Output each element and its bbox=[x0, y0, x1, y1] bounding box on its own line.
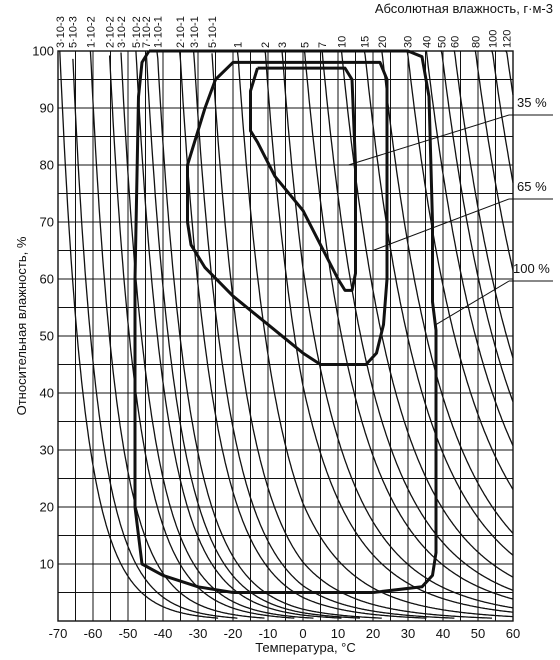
y-tick-label: 20 bbox=[40, 500, 54, 515]
top-tick-label: 100 bbox=[487, 30, 499, 48]
y-tick-label: 60 bbox=[40, 272, 54, 287]
top-tick-label: 2·10-1 bbox=[175, 16, 187, 48]
top-tick-label: 1 bbox=[233, 42, 245, 48]
top-tick-labels: 3·10-3 5·10-3 1·10-2 2·10-2 3·10-2 5·10-27·10… bbox=[55, 16, 514, 48]
absolute-humidity-curve bbox=[108, 55, 295, 619]
absolute-humidity-curve bbox=[491, 50, 514, 183]
annotation-leader bbox=[435, 280, 510, 326]
top-tick-label: 2 bbox=[260, 42, 272, 48]
top-tick-label: 7·10-2 bbox=[141, 16, 153, 48]
x-tick-label: -10 bbox=[259, 626, 278, 641]
region-annotation-label: 65 % bbox=[517, 179, 547, 194]
absolute-humidity-curve bbox=[59, 50, 219, 619]
absolute-humidity-curve bbox=[281, 50, 514, 609]
x-tick-label: 30 bbox=[401, 626, 415, 641]
x-tick-label: 60 bbox=[506, 626, 520, 641]
top-tick-label: 3 bbox=[277, 42, 289, 48]
top-tick-label: 3·10-2 bbox=[116, 16, 128, 48]
annotations: 35 % 65 % 100 % bbox=[513, 95, 550, 276]
absolute-humidity-curve bbox=[453, 50, 514, 359]
x-tick-labels: -70 -60 -50 -40 -30 -20 -10 0 10 20 30 40 50 60 bbox=[49, 626, 521, 641]
absolute-humidity-curves bbox=[59, 50, 514, 619]
absolute-humidity-curve bbox=[145, 54, 360, 619]
y-tick-labels: 10 20 30 40 50 60 70 80 90 100 bbox=[32, 44, 54, 572]
annotation-leaders bbox=[348, 114, 553, 326]
top-tick-label: 2·10-2 bbox=[104, 16, 116, 48]
top-tick-label: 5 bbox=[300, 42, 312, 48]
top-tick-label: 3·10-3 bbox=[55, 16, 67, 48]
top-tick-label: 10 bbox=[337, 36, 349, 48]
y-tick-label: 100 bbox=[32, 44, 54, 59]
y-tick-label: 50 bbox=[40, 329, 54, 344]
x-tick-label: 40 bbox=[436, 626, 450, 641]
top-tick-label: 15 bbox=[360, 36, 372, 48]
top-tick-label: 50 bbox=[437, 36, 449, 48]
region-annotation-label: 35 % bbox=[517, 95, 547, 110]
region-annotation-label: 100 % bbox=[513, 261, 550, 276]
region-boundary bbox=[249, 66, 357, 292]
x-tick-label: 0 bbox=[299, 626, 306, 641]
x-tick-label: 50 bbox=[471, 626, 485, 641]
x-tick-label: 10 bbox=[331, 626, 345, 641]
region-boundary bbox=[186, 60, 389, 366]
annotation-leader bbox=[372, 198, 510, 251]
absolute-humidity-curve bbox=[156, 50, 382, 619]
absolute-humidity-curve bbox=[340, 50, 514, 578]
top-tick-label: 3·10-1 bbox=[189, 16, 201, 48]
x-tick-label: -40 bbox=[154, 626, 173, 641]
x-tick-label: -70 bbox=[49, 626, 68, 641]
absolute-humidity-curve bbox=[192, 50, 455, 619]
y-tick-label: 40 bbox=[40, 386, 54, 401]
plot-frame bbox=[57, 50, 514, 622]
x-tick-label: -30 bbox=[189, 626, 208, 641]
x-axis-title: Температура, °С bbox=[255, 640, 356, 655]
absolute-humidity-curve bbox=[320, 50, 514, 591]
x-tick-label: -20 bbox=[224, 626, 243, 641]
absolute-humidity-curve bbox=[236, 50, 513, 618]
top-tick-label: 1·10-1 bbox=[152, 16, 164, 48]
region-boundary bbox=[133, 49, 438, 594]
absolute-humidity-curve bbox=[178, 50, 427, 619]
absolute-humidity-curve bbox=[89, 50, 265, 619]
top-tick-label: 5·10-2 bbox=[131, 16, 143, 48]
top-tick-label: 5·10-1 bbox=[207, 16, 219, 48]
top-tick-label: 40 bbox=[421, 36, 433, 48]
x-tick-label: 20 bbox=[366, 626, 380, 641]
y-tick-label: 30 bbox=[40, 443, 54, 458]
top-tick-label: 20 bbox=[377, 36, 389, 48]
top-tick-label: 5·10-3 bbox=[68, 16, 80, 48]
absolute-humidity-curve bbox=[505, 50, 514, 96]
x-tick-label: -50 bbox=[119, 626, 138, 641]
top-axis-title: Абсолютная влажность, г·м-3 bbox=[375, 1, 553, 16]
absolute-humidity-curve bbox=[120, 52, 314, 619]
region-boundaries bbox=[133, 49, 438, 594]
top-tick-label: 120 bbox=[502, 30, 514, 48]
absolute-humidity-curve bbox=[406, 50, 514, 490]
top-tick-label: 80 bbox=[470, 36, 482, 48]
y-tick-label: 80 bbox=[40, 158, 54, 173]
absolute-humidity-curve bbox=[211, 53, 492, 619]
absolute-humidity-curve bbox=[363, 50, 514, 556]
top-tick-label: 30 bbox=[402, 36, 414, 48]
absolute-humidity-curve bbox=[474, 50, 514, 271]
top-tick-label: 60 bbox=[450, 36, 462, 48]
absolute-humidity-curve bbox=[303, 50, 514, 600]
absolute-humidity-curve bbox=[425, 50, 514, 446]
annotation-leader bbox=[348, 114, 510, 166]
absolute-humidity-curve bbox=[72, 58, 238, 619]
x-tick-label: -60 bbox=[84, 626, 103, 641]
absolute-humidity-curve bbox=[380, 50, 514, 534]
y-tick-label: 70 bbox=[40, 215, 54, 230]
y-tick-label: 90 bbox=[40, 101, 54, 116]
top-tick-label: 1·10-2 bbox=[86, 16, 98, 48]
absolute-humidity-curve bbox=[263, 50, 514, 613]
y-tick-label: 10 bbox=[40, 557, 54, 572]
top-tick-label: 7 bbox=[317, 42, 329, 48]
y-axis-title: Относительная влажность, % bbox=[14, 236, 29, 415]
